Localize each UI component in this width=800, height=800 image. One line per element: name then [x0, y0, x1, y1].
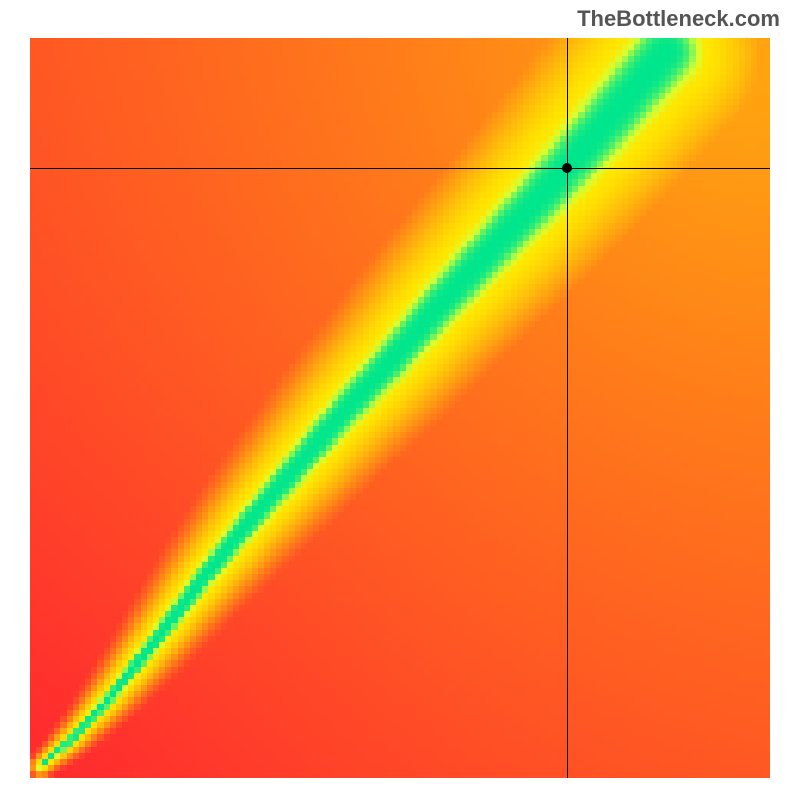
heatmap-canvas: [30, 38, 770, 778]
crosshair-dot: [562, 163, 572, 173]
heatmap-plot: [30, 38, 770, 778]
crosshair-vertical: [567, 38, 568, 778]
watermark: TheBottleneck.com: [577, 6, 780, 32]
crosshair-horizontal: [30, 168, 770, 169]
